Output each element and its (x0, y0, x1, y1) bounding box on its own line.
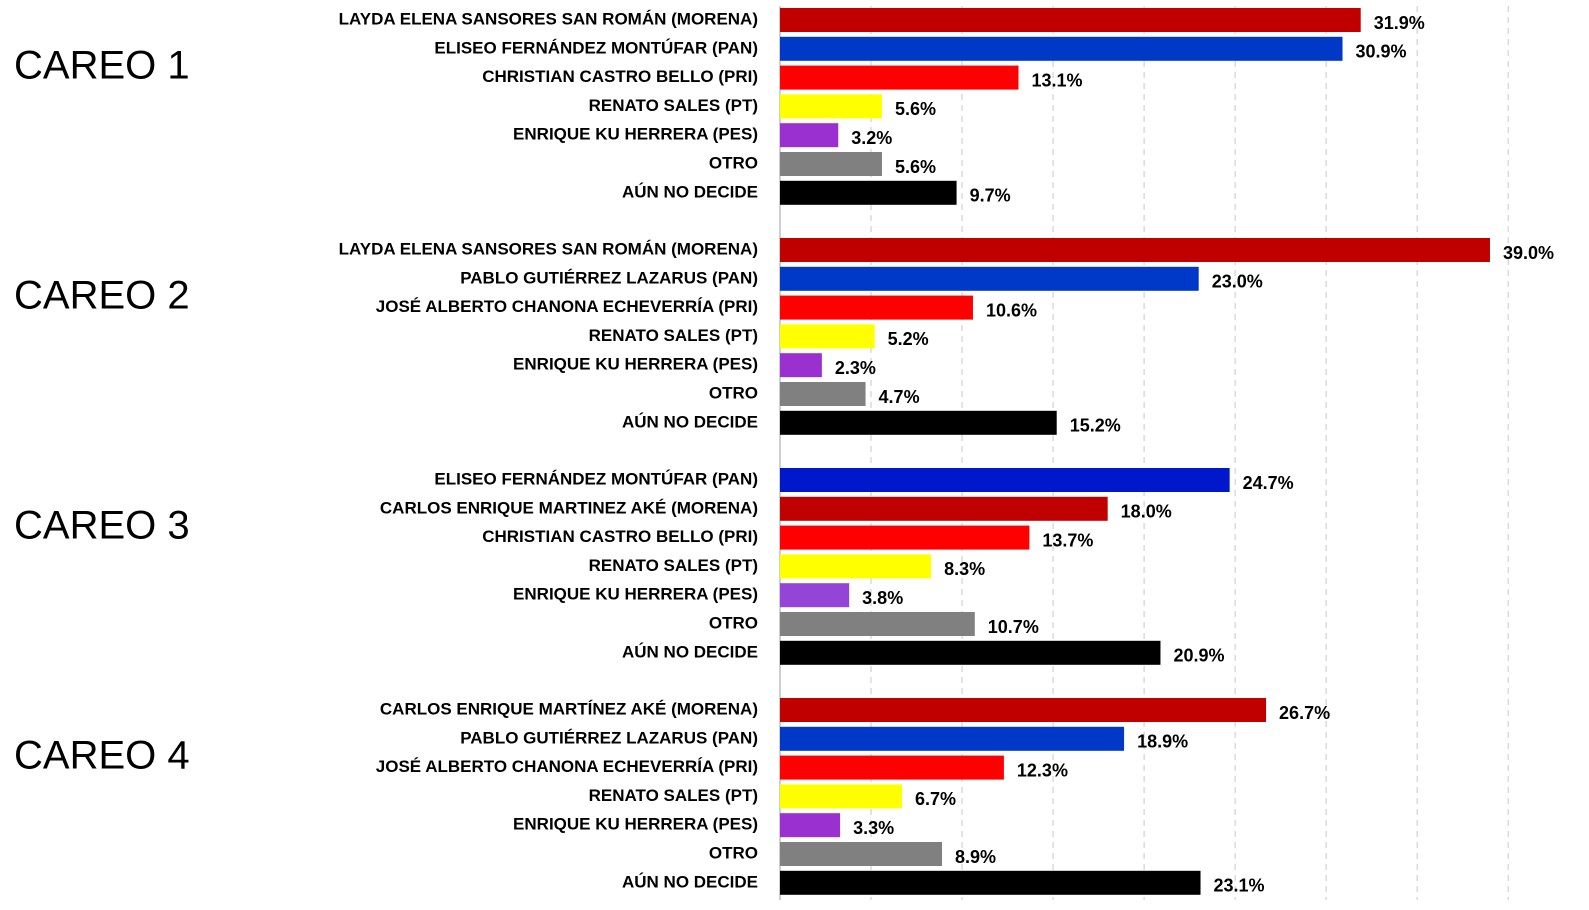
value-label: 20.9% (1173, 646, 1224, 666)
bar (780, 180, 957, 205)
value-label: 9.7% (970, 186, 1011, 206)
value-label: 10.7% (988, 617, 1039, 637)
value-label: 23.0% (1212, 272, 1263, 292)
bar (780, 554, 932, 579)
bar (780, 410, 1057, 435)
bar (780, 726, 1125, 751)
bar (780, 698, 1267, 722)
value-label: 3.2% (851, 128, 892, 148)
category-label: AÚN NO DECIDE (622, 412, 758, 431)
bar (780, 295, 973, 320)
group-title: CAREO 3 (14, 504, 190, 548)
value-label: 13.1% (1031, 70, 1082, 90)
category-label: AÚN NO DECIDE (622, 642, 758, 661)
value-label: 39.0% (1503, 243, 1554, 263)
category-label: CARLOS ENRIQUE MARTINEZ AKÉ (MORENA) (380, 498, 758, 517)
value-label: 2.3% (835, 358, 876, 378)
bar (780, 65, 1019, 90)
category-label: LAYDA ELENA SANSORES SAN ROMÁN (MORENA) (339, 9, 758, 28)
bar (780, 8, 1361, 32)
value-label: 8.3% (944, 559, 985, 579)
category-label: RENATO SALES (PT) (589, 556, 758, 575)
value-label: 31.9% (1374, 13, 1425, 33)
category-label: ENRIQUE KU HERRERA (PES) (513, 585, 758, 604)
bar (780, 496, 1108, 521)
bar (780, 382, 866, 406)
value-label: 18.9% (1137, 732, 1188, 752)
category-label: OTRO (709, 153, 758, 172)
category-label: JOSÉ ALBERTO CHANONA ECHEVERRÍA (PRI) (376, 757, 758, 776)
category-label: PABLO GUTIÉRREZ LAZARUS (PAN) (460, 728, 758, 747)
bar (780, 36, 1343, 61)
category-label: OTRO (709, 613, 758, 632)
bar (780, 612, 975, 636)
category-label: LAYDA ELENA SANSORES SAN ROMÁN (MORENA) (339, 239, 758, 258)
category-label: ENRIQUE KU HERRERA (PES) (513, 125, 758, 144)
group-title: CAREO 1 (14, 44, 190, 88)
category-label: OTRO (709, 383, 758, 402)
group-title: CAREO 4 (14, 734, 190, 778)
bar (780, 123, 839, 148)
category-label: ENRIQUE KU HERRERA (PES) (513, 815, 758, 834)
bar (780, 813, 841, 838)
bar (780, 870, 1201, 895)
bar (780, 324, 875, 349)
value-label: 4.7% (879, 387, 920, 407)
bar (780, 152, 882, 176)
value-label: 18.0% (1121, 502, 1172, 522)
bar (780, 468, 1230, 492)
bar (780, 784, 902, 809)
value-label: 30.9% (1356, 42, 1407, 62)
category-label: RENATO SALES (PT) (589, 96, 758, 115)
bar (780, 755, 1004, 780)
bar (780, 353, 822, 378)
category-label: JOSÉ ALBERTO CHANONA ECHEVERRÍA (PRI) (376, 297, 758, 316)
category-label: ELISEO FERNÁNDEZ MONTÚFAR (PAN) (434, 38, 758, 57)
bar (780, 640, 1161, 665)
category-label: RENATO SALES (PT) (589, 326, 758, 345)
category-label: CARLOS ENRIQUE MARTÍNEZ AKÉ (MORENA) (380, 699, 758, 718)
value-label: 8.9% (955, 847, 996, 867)
value-label: 26.7% (1279, 703, 1330, 723)
bar (780, 94, 882, 119)
category-label: ELISEO FERNÁNDEZ MONTÚFAR (PAN) (434, 469, 758, 488)
category-label: CHRISTIAN CASTRO BELLO (PRI) (482, 67, 758, 86)
value-label: 10.6% (986, 300, 1037, 320)
bar (780, 842, 943, 866)
value-label: 5.6% (895, 157, 936, 177)
bar (780, 583, 850, 608)
value-label: 3.3% (853, 818, 894, 838)
category-label: ENRIQUE KU HERRERA (PES) (513, 355, 758, 374)
value-label: 15.2% (1070, 416, 1121, 436)
bar (780, 266, 1199, 291)
value-label: 3.8% (862, 588, 903, 608)
category-label: PABLO GUTIÉRREZ LAZARUS (PAN) (460, 268, 758, 287)
group-title: CAREO 2 (14, 274, 190, 318)
category-label: AÚN NO DECIDE (622, 182, 758, 201)
category-label: AÚN NO DECIDE (622, 872, 758, 891)
value-label: 23.1% (1214, 876, 1265, 896)
value-label: 5.2% (888, 329, 929, 349)
value-label: 13.7% (1042, 530, 1093, 550)
value-label: 24.7% (1243, 473, 1294, 493)
bar (780, 525, 1030, 550)
bar (780, 238, 1490, 262)
category-label: OTRO (709, 843, 758, 862)
category-label: RENATO SALES (PT) (589, 786, 758, 805)
category-label: CHRISTIAN CASTRO BELLO (PRI) (482, 527, 758, 546)
value-label: 6.7% (915, 789, 956, 809)
value-label: 5.6% (895, 99, 936, 119)
value-label: 12.3% (1017, 760, 1068, 780)
